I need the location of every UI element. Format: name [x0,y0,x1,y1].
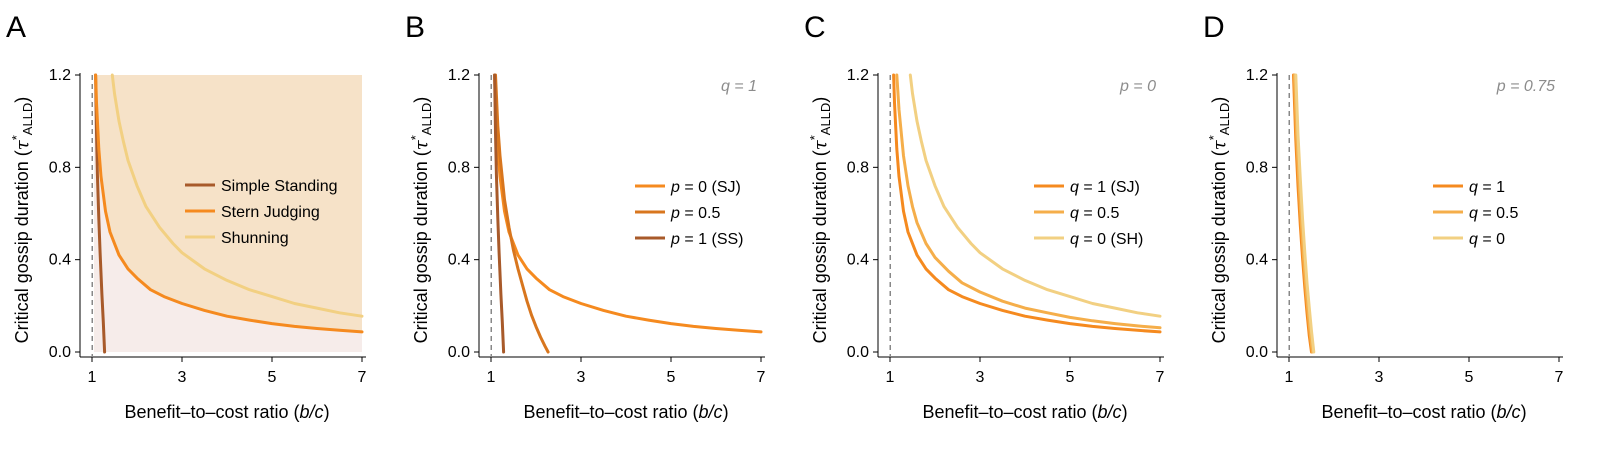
x-tick-label: 3 [1375,369,1384,386]
legend-item: p = 0.5 [670,205,720,222]
y-tick-label: 0.4 [49,252,71,269]
y-tick-label: 0.8 [1246,159,1268,176]
x-tick-label: 5 [667,369,676,386]
panel-b: B 0.0 0.4 0.8 1.2 1 3 5 7 Benefit–to–cost ratio (… [405,11,766,422]
series-line-1 [94,73,107,354]
legend-item: p = 0 (SJ) [670,179,741,196]
x-tick-label: 7 [358,369,367,386]
x-tick-label: 7 [757,369,766,386]
y-tick-label: 1.2 [49,67,71,84]
legend-item: Stern Judging [221,204,320,221]
legend-item: Shunning [221,230,289,247]
region-lower [94,75,362,352]
legend-item: p = 1 (SS) [670,231,743,248]
panel-letter: B [405,11,425,44]
x-tick-label: 5 [1066,369,1075,386]
y-tick-label: 0.0 [448,344,470,361]
y-tick-label: 1.2 [847,67,869,84]
legend-item: q = 0 (SH) [1070,231,1143,248]
x-tick-label: 1 [487,369,496,386]
y-tick-label: 0.0 [1246,344,1268,361]
y-tick-label: 1.2 [1246,67,1268,84]
x-tick-label: 1 [88,369,97,386]
panel-letter: D [1203,11,1225,44]
y-axis-label: Critical gossip duration (τ*ALLD) [408,97,434,344]
panel-c: C 0.0 0.4 0.8 1.2 1 3 5 7 Benefit–to–cost ratio (… [804,11,1165,422]
y-tick-label: 0.4 [847,252,869,269]
legend-item: q = 0.5 [1469,205,1518,222]
series-line-1 [892,73,1162,334]
y-tick-label: 0.8 [448,159,470,176]
panel-annotation: p = 0.75 [1496,78,1555,95]
y-axis-label: Critical gossip duration (τ*ALLD) [1206,97,1232,344]
x-tick-label: 3 [178,369,187,386]
x-axis-label: Benefit–to–cost ratio (b/c) [124,402,329,422]
panel-letter: A [6,11,26,44]
legend-item: Simple Standing [221,178,338,195]
legend-item: q = 1 [1469,179,1505,196]
x-tick-label: 3 [577,369,586,386]
y-tick-label: 0.8 [847,159,869,176]
x-tick-label: 3 [976,369,985,386]
series-line-2 [895,73,1162,330]
series-line-3 [908,73,1162,318]
series-line-3 [1294,73,1316,354]
y-tick-label: 0.0 [49,344,71,361]
series-line-3 [110,73,364,318]
x-tick-label: 7 [1156,369,1165,386]
x-axis-label: Benefit–to–cost ratio (b/c) [922,402,1127,422]
legend-item: q = 1 (SJ) [1070,179,1140,196]
x-tick-label: 1 [1285,369,1294,386]
panel-d: D 0.0 0.4 0.8 1.2 1 3 5 7 Benefit–to–cost ratio (… [1203,11,1564,422]
y-axis-label: Critical gossip duration (τ*ALLD) [9,97,35,344]
panel-annotation: p = 0 [1119,78,1156,95]
y-axis-label: Critical gossip duration (τ*ALLD) [807,97,833,344]
x-axis-label: Benefit–to–cost ratio (b/c) [1321,402,1526,422]
panel-letter: C [804,11,826,44]
series-line-3 [493,73,506,354]
y-tick-label: 0.4 [448,252,470,269]
x-tick-label: 1 [886,369,895,386]
x-tick-label: 7 [1555,369,1564,386]
series-line-2 [494,73,550,354]
x-tick-label: 5 [268,369,277,386]
y-tick-label: 0.4 [1246,252,1268,269]
y-tick-label: 0.8 [49,159,71,176]
x-axis-label: Benefit–to–cost ratio (b/c) [523,402,728,422]
y-tick-label: 1.2 [448,67,470,84]
panel-annotation: q = 1 [721,78,757,95]
legend-item: q = 0 [1469,231,1505,248]
series-line-1 [493,73,763,334]
y-tick-label: 0.0 [847,344,869,361]
legend-item: q = 0.5 [1070,205,1119,222]
panel-a: A 0.0 0.4 0.8 1.2 1 3 5 7 Benefit–to–cost ratio (… [6,11,367,422]
x-tick-label: 5 [1465,369,1474,386]
series-line-2 [94,73,364,334]
